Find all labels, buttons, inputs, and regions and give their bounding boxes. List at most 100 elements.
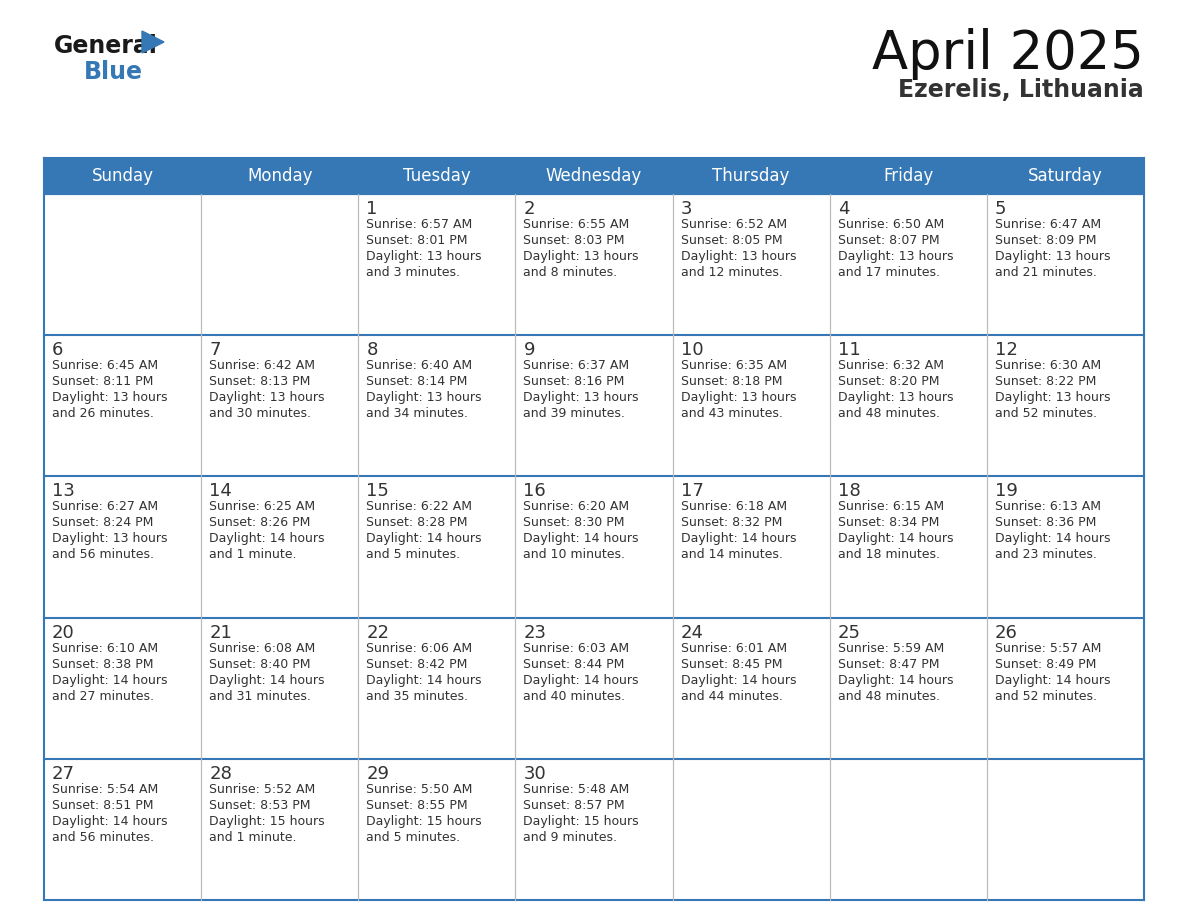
Text: Sunset: 8:18 PM: Sunset: 8:18 PM — [681, 375, 782, 388]
Text: Daylight: 14 hours: Daylight: 14 hours — [681, 674, 796, 687]
Text: and 30 minutes.: and 30 minutes. — [209, 408, 311, 420]
Text: Sunrise: 6:18 AM: Sunrise: 6:18 AM — [681, 500, 786, 513]
Bar — [987, 759, 1144, 900]
Text: and 52 minutes.: and 52 minutes. — [994, 408, 1097, 420]
Text: 24: 24 — [681, 623, 703, 642]
Text: and 17 minutes.: and 17 minutes. — [838, 266, 940, 279]
Text: 12: 12 — [994, 341, 1018, 359]
Text: 4: 4 — [838, 200, 849, 218]
Text: and 39 minutes.: and 39 minutes. — [524, 408, 625, 420]
Text: and 44 minutes.: and 44 minutes. — [681, 689, 783, 702]
Text: Daylight: 14 hours: Daylight: 14 hours — [838, 532, 953, 545]
Bar — [44, 759, 201, 900]
Bar — [359, 759, 516, 900]
Text: Sunset: 8:26 PM: Sunset: 8:26 PM — [209, 517, 310, 530]
Text: Daylight: 13 hours: Daylight: 13 hours — [994, 250, 1111, 263]
Text: 13: 13 — [52, 482, 75, 500]
Text: 20: 20 — [52, 623, 75, 642]
Text: Sunset: 8:14 PM: Sunset: 8:14 PM — [366, 375, 468, 388]
Text: Sunrise: 6:42 AM: Sunrise: 6:42 AM — [209, 359, 315, 372]
Text: 18: 18 — [838, 482, 860, 500]
Text: Sunrise: 6:08 AM: Sunrise: 6:08 AM — [209, 642, 315, 655]
Text: 10: 10 — [681, 341, 703, 359]
Text: 17: 17 — [681, 482, 703, 500]
Text: and 1 minute.: and 1 minute. — [209, 548, 297, 562]
Text: and 56 minutes.: and 56 minutes. — [52, 548, 154, 562]
Text: April 2025: April 2025 — [872, 28, 1144, 80]
Text: Sunset: 8:40 PM: Sunset: 8:40 PM — [209, 657, 310, 671]
Text: 22: 22 — [366, 623, 390, 642]
Bar — [359, 335, 516, 476]
Text: Sunrise: 6:37 AM: Sunrise: 6:37 AM — [524, 359, 630, 372]
Text: Friday: Friday — [883, 167, 934, 185]
Text: Sunrise: 6:45 AM: Sunrise: 6:45 AM — [52, 359, 158, 372]
Bar — [44, 158, 201, 194]
Text: Sunrise: 6:47 AM: Sunrise: 6:47 AM — [994, 218, 1101, 231]
Text: Sunset: 8:24 PM: Sunset: 8:24 PM — [52, 517, 153, 530]
Text: Daylight: 13 hours: Daylight: 13 hours — [838, 391, 953, 404]
Text: Sunrise: 6:52 AM: Sunrise: 6:52 AM — [681, 218, 786, 231]
Text: Daylight: 14 hours: Daylight: 14 hours — [524, 532, 639, 545]
Bar — [672, 759, 829, 900]
Text: and 18 minutes.: and 18 minutes. — [838, 548, 940, 562]
Text: and 5 minutes.: and 5 minutes. — [366, 831, 461, 844]
Text: Daylight: 14 hours: Daylight: 14 hours — [994, 674, 1111, 687]
Text: Sunrise: 6:15 AM: Sunrise: 6:15 AM — [838, 500, 943, 513]
Text: Sunset: 8:22 PM: Sunset: 8:22 PM — [994, 375, 1097, 388]
Text: Sunset: 8:28 PM: Sunset: 8:28 PM — [366, 517, 468, 530]
Bar — [516, 476, 672, 618]
Text: and 52 minutes.: and 52 minutes. — [994, 689, 1097, 702]
Text: Sunrise: 5:59 AM: Sunrise: 5:59 AM — [838, 642, 944, 655]
Text: Tuesday: Tuesday — [403, 167, 470, 185]
Text: Sunrise: 6:35 AM: Sunrise: 6:35 AM — [681, 359, 786, 372]
Bar — [829, 158, 987, 194]
Text: Sunrise: 6:03 AM: Sunrise: 6:03 AM — [524, 642, 630, 655]
Text: Sunset: 8:20 PM: Sunset: 8:20 PM — [838, 375, 940, 388]
Bar — [829, 194, 987, 335]
Text: Thursday: Thursday — [713, 167, 790, 185]
Text: and 10 minutes.: and 10 minutes. — [524, 548, 625, 562]
Text: and 27 minutes.: and 27 minutes. — [52, 689, 154, 702]
Bar — [201, 158, 359, 194]
Bar — [987, 158, 1144, 194]
Text: Sunset: 8:51 PM: Sunset: 8:51 PM — [52, 799, 153, 812]
Text: and 9 minutes.: and 9 minutes. — [524, 831, 618, 844]
Text: and 48 minutes.: and 48 minutes. — [838, 408, 940, 420]
Text: 6: 6 — [52, 341, 63, 359]
Text: Daylight: 15 hours: Daylight: 15 hours — [209, 815, 324, 828]
Bar — [672, 618, 829, 759]
Text: and 23 minutes.: and 23 minutes. — [994, 548, 1097, 562]
Text: and 56 minutes.: and 56 minutes. — [52, 831, 154, 844]
Text: 16: 16 — [524, 482, 546, 500]
Bar — [359, 618, 516, 759]
Bar — [201, 618, 359, 759]
Bar — [829, 618, 987, 759]
Bar — [359, 476, 516, 618]
Text: and 26 minutes.: and 26 minutes. — [52, 408, 154, 420]
Bar — [201, 476, 359, 618]
Text: Sunrise: 6:10 AM: Sunrise: 6:10 AM — [52, 642, 158, 655]
Bar — [516, 618, 672, 759]
Text: Sunday: Sunday — [91, 167, 153, 185]
Text: 28: 28 — [209, 765, 232, 783]
Text: and 5 minutes.: and 5 minutes. — [366, 548, 461, 562]
Text: Daylight: 14 hours: Daylight: 14 hours — [524, 674, 639, 687]
Text: Sunrise: 5:50 AM: Sunrise: 5:50 AM — [366, 783, 473, 796]
Text: and 8 minutes.: and 8 minutes. — [524, 266, 618, 279]
Text: Sunrise: 6:20 AM: Sunrise: 6:20 AM — [524, 500, 630, 513]
Bar — [201, 335, 359, 476]
Text: 1: 1 — [366, 200, 378, 218]
Text: 7: 7 — [209, 341, 221, 359]
Text: Daylight: 14 hours: Daylight: 14 hours — [52, 815, 168, 828]
Text: Daylight: 14 hours: Daylight: 14 hours — [52, 674, 168, 687]
Text: Daylight: 14 hours: Daylight: 14 hours — [209, 532, 324, 545]
Bar — [516, 158, 672, 194]
Bar — [516, 759, 672, 900]
Text: 8: 8 — [366, 341, 378, 359]
Text: 15: 15 — [366, 482, 390, 500]
Text: Sunrise: 6:22 AM: Sunrise: 6:22 AM — [366, 500, 473, 513]
Text: 21: 21 — [209, 623, 232, 642]
Text: Sunset: 8:42 PM: Sunset: 8:42 PM — [366, 657, 468, 671]
Text: and 3 minutes.: and 3 minutes. — [366, 266, 460, 279]
Bar — [516, 194, 672, 335]
